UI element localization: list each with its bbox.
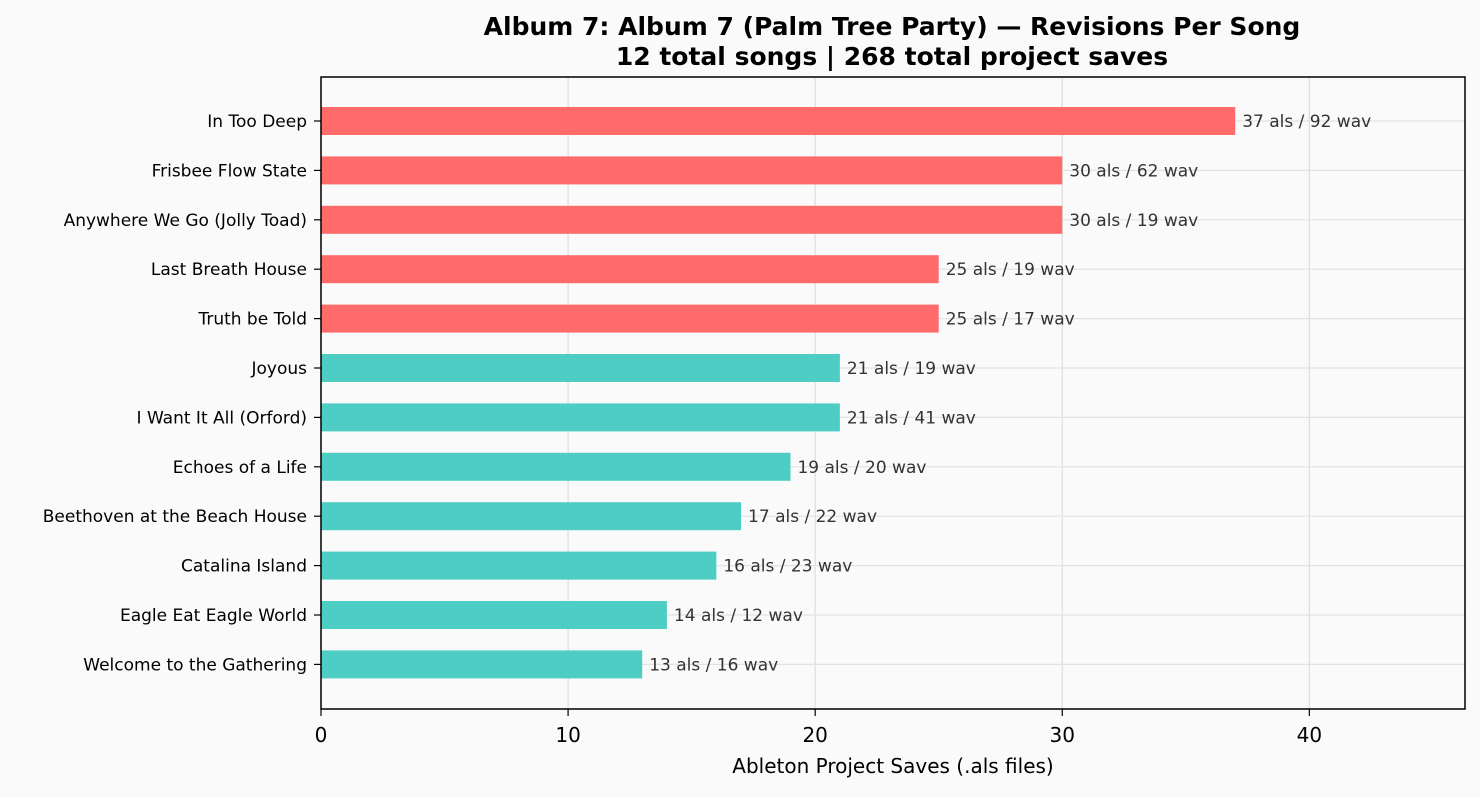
y-category-label: Eagle Eat Eagle World <box>120 606 307 626</box>
bar-3 <box>321 205 1063 234</box>
bar-value-label: 21 als / 19 wav <box>847 359 976 379</box>
bar-value-label: 14 als / 12 wav <box>674 606 803 626</box>
bar-value-label: 19 als / 20 wav <box>797 458 926 478</box>
bar-value-label: 37 als / 92 wav <box>1242 112 1371 132</box>
bar-value-label: 17 als / 22 wav <box>748 507 877 527</box>
x-tick-label: 20 <box>802 723 827 747</box>
chart-title-line-1: Album 7: Album 7 (Palm Tree Party) — Rev… <box>484 12 1301 41</box>
y-category-label: Frisbee Flow State <box>152 161 307 181</box>
y-category-label: Welcome to the Gathering <box>83 655 307 675</box>
bar-12 <box>321 650 643 679</box>
bar-8 <box>321 452 791 481</box>
label-layer: 37 als / 92 wav 30 als / 62 wav 30 als / 1… <box>649 112 1371 675</box>
y-category-label: I Want It All (Orford) <box>137 408 307 428</box>
y-category-label: Joyous <box>250 359 307 379</box>
y-category-label: Last Breath House <box>151 260 307 280</box>
y-category-label: Anywhere We Go (Jolly Toad) <box>64 211 307 231</box>
bar-value-label: 25 als / 17 wav <box>946 310 1075 330</box>
bar-1 <box>321 107 1236 135</box>
x-tick-label: 40 <box>1297 723 1322 747</box>
y-category-label: Catalina Island <box>181 557 307 577</box>
x-axis-title: Ableton Project Saves (.als files) <box>732 754 1053 778</box>
bar-value-label: 30 als / 19 wav <box>1069 211 1198 231</box>
x-tick-label: 0 <box>315 723 328 747</box>
bar-11 <box>321 601 667 629</box>
bar-6 <box>321 354 840 382</box>
bar-4 <box>321 255 939 284</box>
bar-7 <box>321 403 840 432</box>
y-category-label: Truth be Told <box>197 310 307 330</box>
x-tick-label: 30 <box>1050 723 1075 747</box>
y-category-label: Echoes of a Life <box>173 458 307 478</box>
x-tick-label: 10 <box>555 723 580 747</box>
bar-value-label: 30 als / 62 wav <box>1069 161 1198 181</box>
bar-value-label: 25 als / 19 wav <box>946 260 1075 280</box>
bar-value-label: 13 als / 16 wav <box>649 655 778 675</box>
bar-layer <box>321 107 1236 679</box>
bar-value-label: 16 als / 23 wav <box>723 557 852 577</box>
chart-title-line-2: 12 total songs | 268 total project saves <box>616 42 1168 71</box>
bar-2 <box>321 156 1063 185</box>
plot-frame <box>320 76 1466 710</box>
bar-5 <box>321 304 939 333</box>
y-category-label: In Too Deep <box>207 112 307 132</box>
y-category-label: Beethoven at the Beach House <box>43 507 307 527</box>
axis-layer: 0 10 20 30 40 In Too Deep Frisbee Flow State An… <box>43 112 1322 747</box>
bar-10 <box>321 551 717 580</box>
bar-9 <box>321 502 742 531</box>
bar-value-label: 21 als / 41 wav <box>847 408 976 428</box>
